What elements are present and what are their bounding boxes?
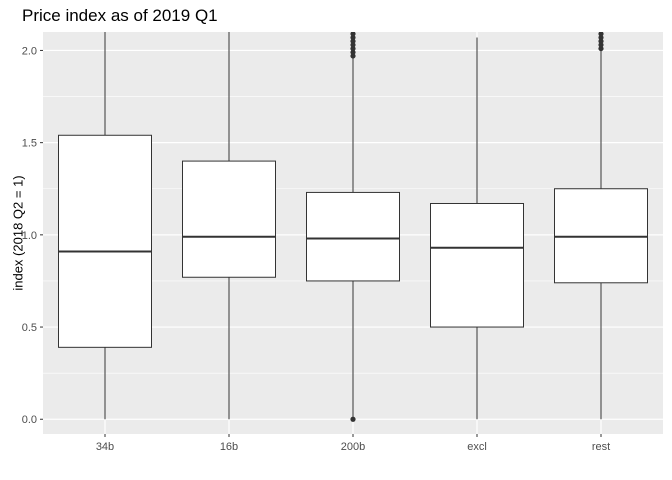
boxes-layer xyxy=(58,32,648,422)
outlier-point xyxy=(350,49,356,55)
box-34b xyxy=(58,32,152,420)
x-tick-label: rest xyxy=(592,441,610,453)
outlier-point xyxy=(598,34,604,41)
y-tick-label: 0.5 xyxy=(22,322,37,334)
outlier-point xyxy=(598,45,604,52)
box-200b xyxy=(306,32,400,422)
iqr-box xyxy=(182,160,276,278)
outlier-point xyxy=(598,32,604,37)
chart-title: Price index as of 2019 Q1 xyxy=(22,6,218,25)
outlier-point xyxy=(350,32,356,37)
outlier-point xyxy=(598,38,604,44)
y-tick-label: 1.5 xyxy=(22,138,37,150)
outlier-point xyxy=(350,416,356,422)
outlier-point xyxy=(350,42,356,48)
box-16b xyxy=(182,32,276,420)
y-tick-label: 0.0 xyxy=(22,414,37,426)
y-tick-label: 1.0 xyxy=(22,230,37,242)
x-tick-label: 16b xyxy=(220,441,238,453)
iqr-box xyxy=(306,191,400,282)
outlier-point xyxy=(598,42,604,48)
box-excl xyxy=(430,37,524,420)
outlier-point xyxy=(350,53,356,59)
y-tick-label: 2.0 xyxy=(22,45,37,57)
outlier-point xyxy=(350,34,356,41)
x-tick-label: 200b xyxy=(341,441,365,453)
iqr-box xyxy=(58,134,152,348)
x-tick-label: 34b xyxy=(96,441,114,453)
outlier-point xyxy=(350,38,356,44)
iqr-box xyxy=(430,202,524,328)
box-rest xyxy=(554,32,648,420)
outlier-point xyxy=(350,45,356,52)
axes: 0.0 0.5 1.0 1.5 2.0 34b 16b 200b excl rest xyxy=(22,45,610,453)
x-tick-label: excl xyxy=(467,441,487,453)
